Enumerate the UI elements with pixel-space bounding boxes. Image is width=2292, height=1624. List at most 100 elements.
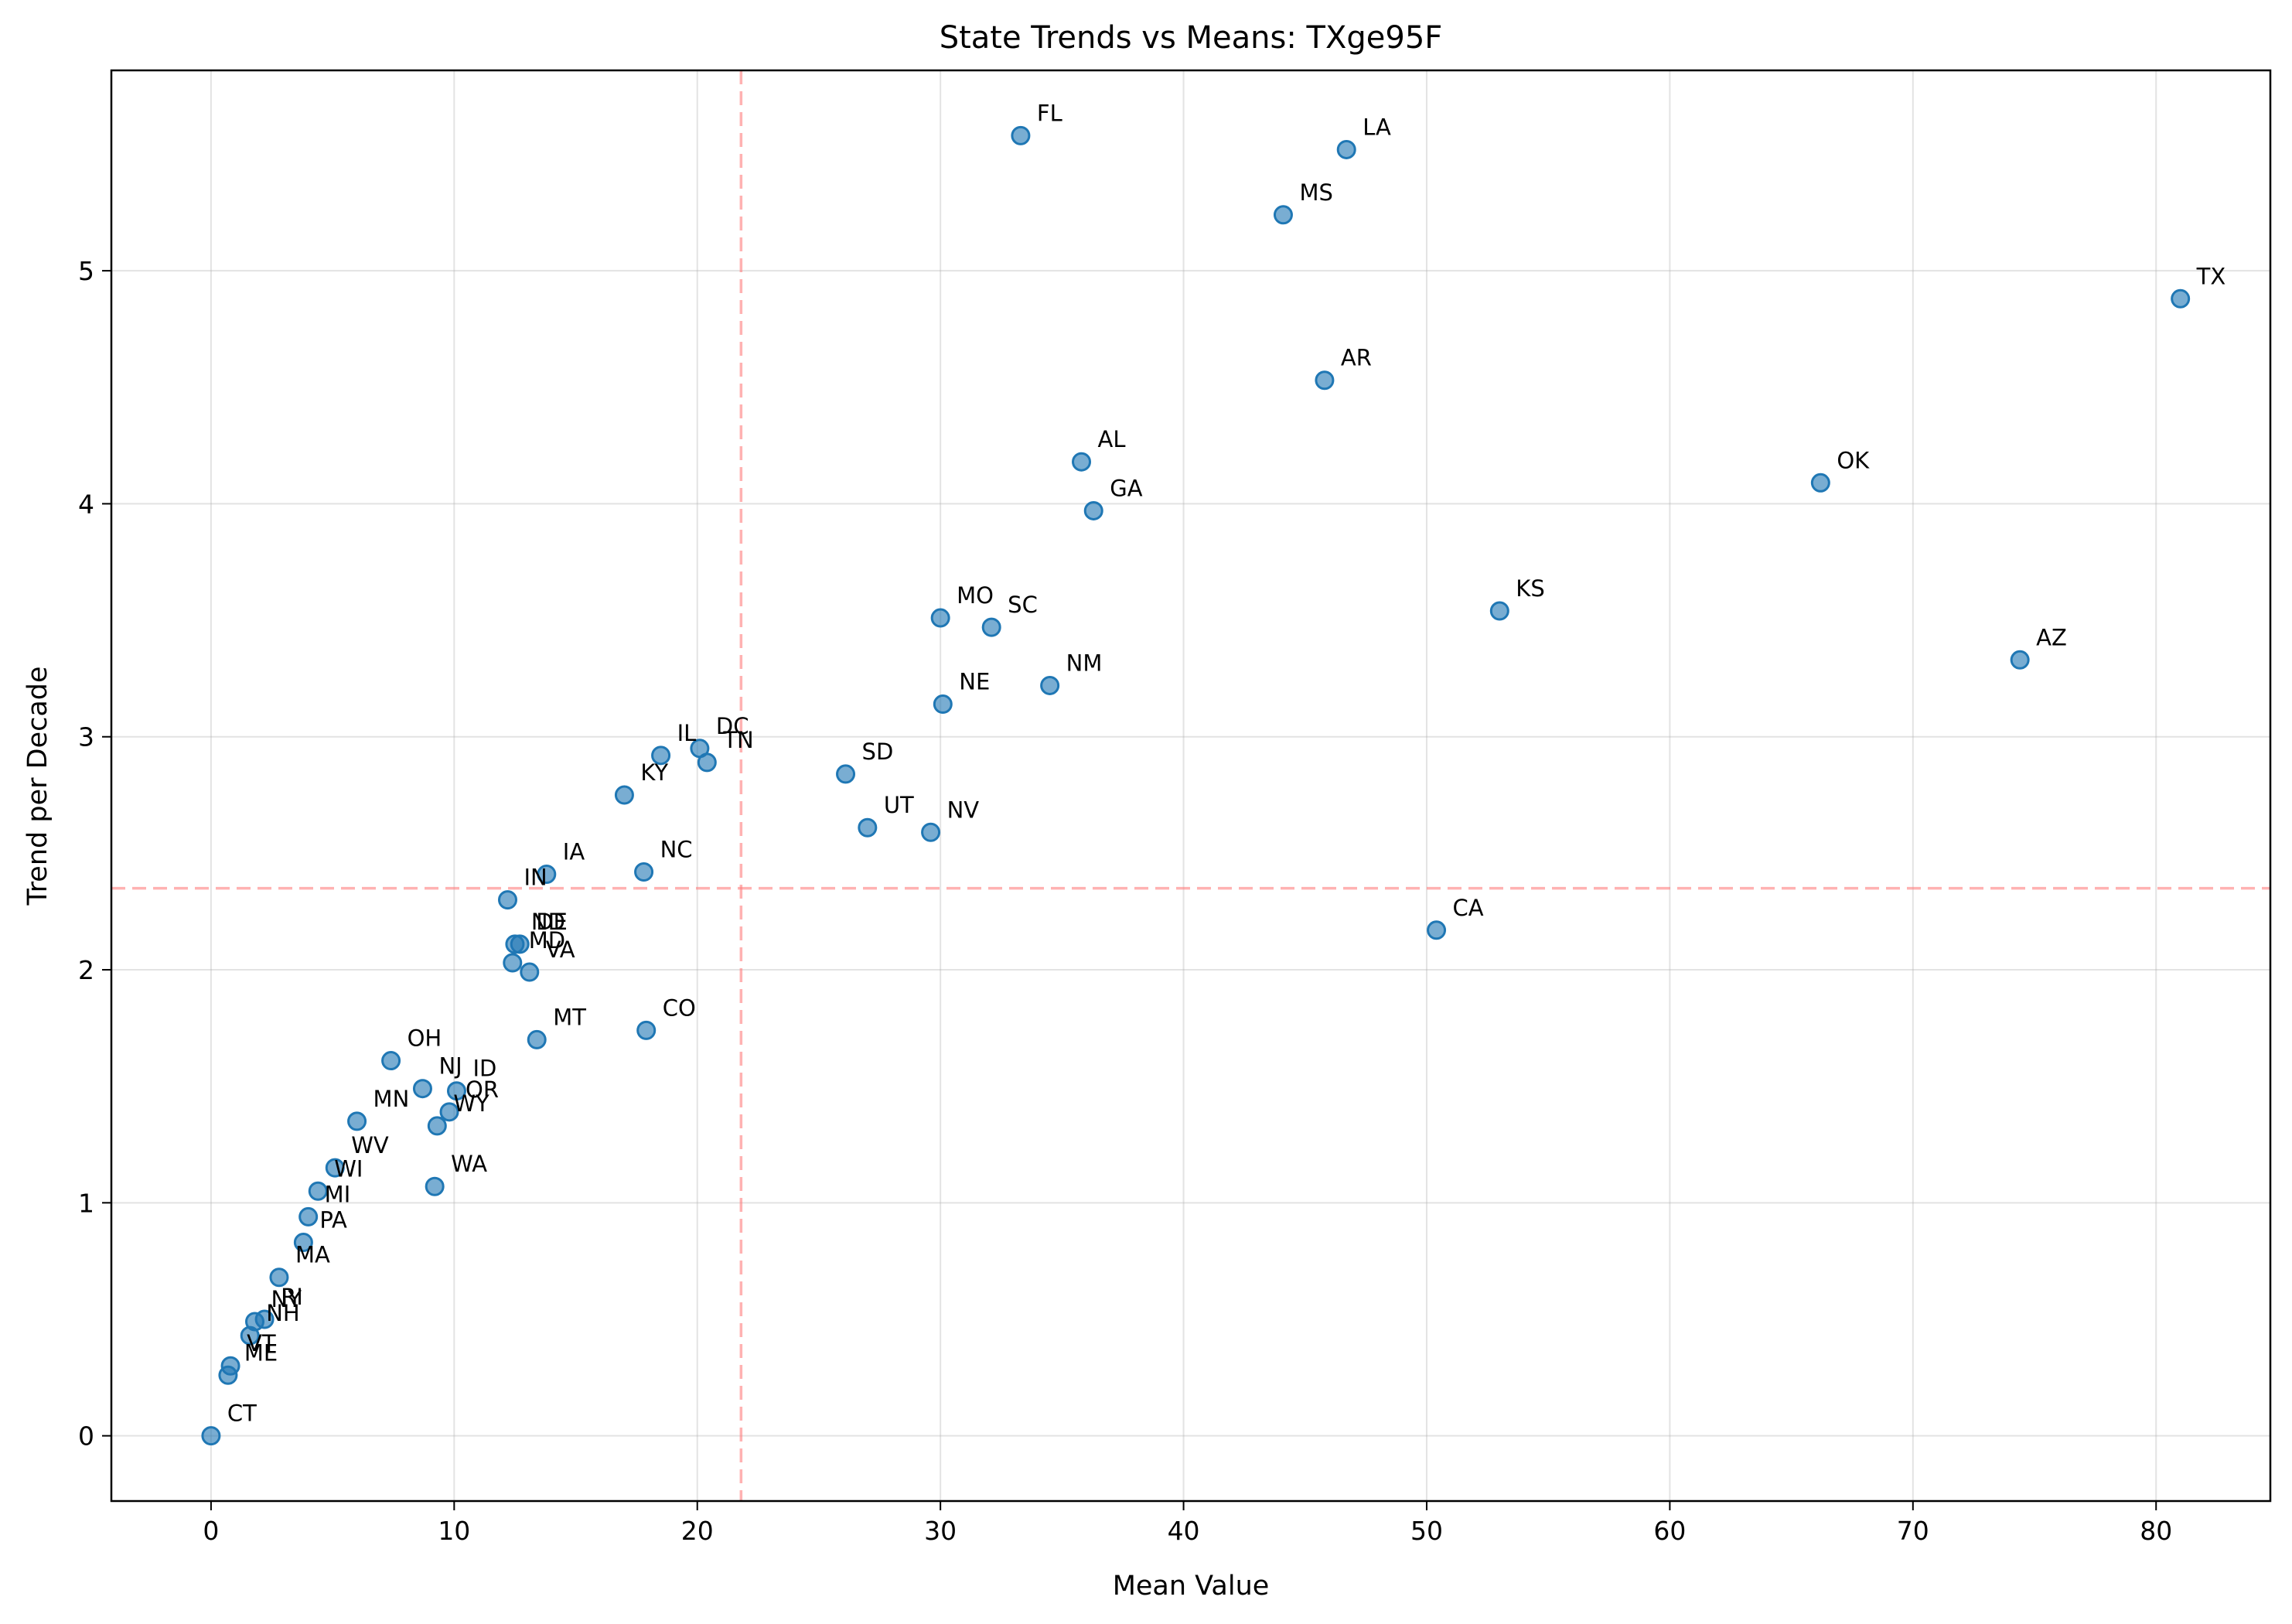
- data-point: [858, 817, 878, 838]
- data-point: [1083, 500, 1103, 520]
- point-label: CA: [1453, 895, 1484, 921]
- point-label: TX: [2196, 263, 2226, 289]
- data-point: [381, 1051, 401, 1071]
- y-tick-label: 4: [78, 489, 94, 519]
- data-point: [240, 1325, 260, 1346]
- data-point: [527, 1029, 547, 1049]
- data-point: [427, 1116, 447, 1136]
- point-label: CO: [663, 995, 696, 1021]
- point-label: NH: [266, 1300, 300, 1326]
- data-point: [446, 1081, 466, 1101]
- point-label: NV: [947, 797, 980, 823]
- point-label: AR: [1341, 345, 1372, 371]
- point-label: MA: [295, 1242, 330, 1268]
- data-point: [933, 694, 953, 715]
- point-label: KS: [1516, 575, 1544, 602]
- point-label: NC: [660, 836, 693, 862]
- data-point: [308, 1181, 328, 1201]
- data-point: [269, 1267, 289, 1288]
- point-label: CT: [227, 1401, 257, 1427]
- y-tick-label: 5: [78, 256, 94, 286]
- point-label: SC: [1008, 592, 1038, 618]
- data-point: [1011, 125, 1031, 145]
- grid-lines: [111, 70, 2270, 1501]
- point-label: SD: [862, 739, 894, 765]
- y-tick-label: 1: [78, 1188, 94, 1218]
- point-label: UT: [884, 792, 914, 818]
- x-tick-label: 60: [1653, 1516, 1686, 1546]
- point-label: MD: [529, 927, 565, 954]
- point-label: VT: [247, 1330, 276, 1356]
- point-label: MO: [957, 582, 994, 609]
- point-label: OK: [1837, 447, 1870, 473]
- data-point: [537, 864, 557, 884]
- data-point: [325, 1158, 345, 1178]
- point-label: GA: [1110, 475, 1142, 501]
- point-label: IL: [677, 720, 697, 746]
- y-tick-label: 2: [78, 955, 94, 985]
- point-label: OR: [466, 1076, 499, 1103]
- point-label: AZ: [2036, 624, 2067, 650]
- data-point: [636, 1020, 657, 1040]
- plot-frame: [110, 69, 2272, 1503]
- point-label: AL: [1098, 426, 1126, 452]
- data-point: [1427, 920, 1447, 940]
- point-label: RI: [281, 1284, 303, 1310]
- point-label: OH: [408, 1025, 442, 1052]
- point-label: NY: [271, 1286, 302, 1312]
- point-label: IA: [563, 838, 585, 865]
- chart-title: State Trends vs Means: TXge95F: [940, 20, 1443, 56]
- data-point: [439, 1102, 459, 1122]
- point-label: ME: [244, 1339, 278, 1366]
- data-point: [690, 739, 710, 759]
- x-tick-label: 40: [1168, 1516, 1200, 1546]
- x-tick-label: 70: [1897, 1516, 1929, 1546]
- x-tick-label: 80: [2140, 1516, 2172, 1546]
- data-point: [293, 1233, 313, 1253]
- data-point: [1810, 473, 1830, 493]
- point-label: MI: [325, 1181, 351, 1207]
- data-point: [1040, 675, 1060, 695]
- data-point: [836, 764, 856, 784]
- data-point: [1072, 452, 1092, 472]
- y-tick-label: 0: [78, 1421, 94, 1452]
- y-axis-label: Trend per Decade: [22, 666, 53, 906]
- point-label: DC: [716, 713, 749, 739]
- point-label: ND: [531, 909, 565, 935]
- data-point: [201, 1426, 221, 1446]
- data-point: [298, 1206, 319, 1227]
- data-point: [1273, 205, 1293, 225]
- point-label: MS: [1299, 179, 1332, 206]
- data-point: [1489, 601, 1509, 621]
- mean-lines: [111, 70, 2270, 1501]
- axis-ticks: 0 10 20 30 40 50 60 70 80 0 1 2 3 4 5: [78, 256, 2172, 1546]
- point-label: NM: [1066, 650, 1103, 676]
- data-point: [218, 1365, 238, 1385]
- data-point: [497, 890, 517, 910]
- point-label: DE: [536, 909, 568, 935]
- point-label: WA: [451, 1151, 487, 1177]
- y-tick-label: 3: [78, 722, 94, 752]
- point-label: KY: [640, 759, 668, 786]
- data-point: [2010, 650, 2030, 670]
- point-label: PA: [319, 1207, 347, 1233]
- x-tick-label: 50: [1410, 1516, 1443, 1546]
- point-label: WI: [334, 1155, 363, 1182]
- data-point: [425, 1176, 445, 1196]
- x-tick-label: 20: [681, 1516, 714, 1546]
- x-tick-label: 10: [438, 1516, 470, 1546]
- point-label: VA: [546, 937, 575, 963]
- x-tick-label: 0: [203, 1516, 219, 1546]
- data-point: [505, 934, 525, 954]
- data-point: [614, 785, 634, 805]
- data-point: [520, 962, 540, 982]
- data-point: [347, 1111, 367, 1131]
- data-point: [634, 861, 654, 882]
- data-point: [930, 608, 950, 628]
- data-points: [201, 125, 2191, 1446]
- point-label: NJ: [438, 1053, 462, 1080]
- point-label: FL: [1037, 100, 1062, 126]
- data-point: [651, 745, 671, 766]
- point-label: MN: [373, 1086, 410, 1112]
